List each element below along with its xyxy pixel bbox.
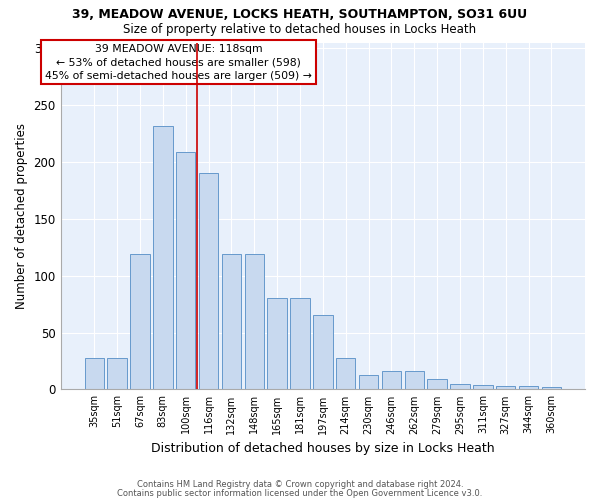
Bar	[519, 386, 538, 390]
Y-axis label: Number of detached properties: Number of detached properties	[15, 123, 28, 309]
Bar	[473, 385, 493, 390]
Bar	[359, 374, 378, 390]
Bar	[245, 254, 264, 390]
Text: Size of property relative to detached houses in Locks Heath: Size of property relative to detached ho…	[124, 22, 476, 36]
Bar	[153, 126, 173, 390]
Bar	[221, 254, 241, 390]
Bar	[268, 298, 287, 390]
Text: Contains HM Land Registry data © Crown copyright and database right 2024.: Contains HM Land Registry data © Crown c…	[137, 480, 463, 489]
Bar	[382, 371, 401, 390]
Bar	[404, 371, 424, 390]
Bar	[199, 174, 218, 390]
Bar	[450, 384, 470, 390]
Bar	[130, 254, 149, 390]
Bar	[107, 358, 127, 390]
Bar	[176, 152, 196, 390]
Bar	[336, 358, 355, 390]
Bar	[496, 386, 515, 390]
Bar	[85, 358, 104, 390]
Bar	[542, 387, 561, 390]
Text: 39 MEADOW AVENUE: 118sqm
← 53% of detached houses are smaller (598)
45% of semi-: 39 MEADOW AVENUE: 118sqm ← 53% of detach…	[45, 44, 312, 80]
Bar	[290, 298, 310, 390]
Text: 39, MEADOW AVENUE, LOCKS HEATH, SOUTHAMPTON, SO31 6UU: 39, MEADOW AVENUE, LOCKS HEATH, SOUTHAMP…	[73, 8, 527, 20]
Bar	[427, 379, 447, 390]
Bar	[313, 316, 332, 390]
Text: Contains public sector information licensed under the Open Government Licence v3: Contains public sector information licen…	[118, 488, 482, 498]
X-axis label: Distribution of detached houses by size in Locks Heath: Distribution of detached houses by size …	[151, 442, 494, 455]
